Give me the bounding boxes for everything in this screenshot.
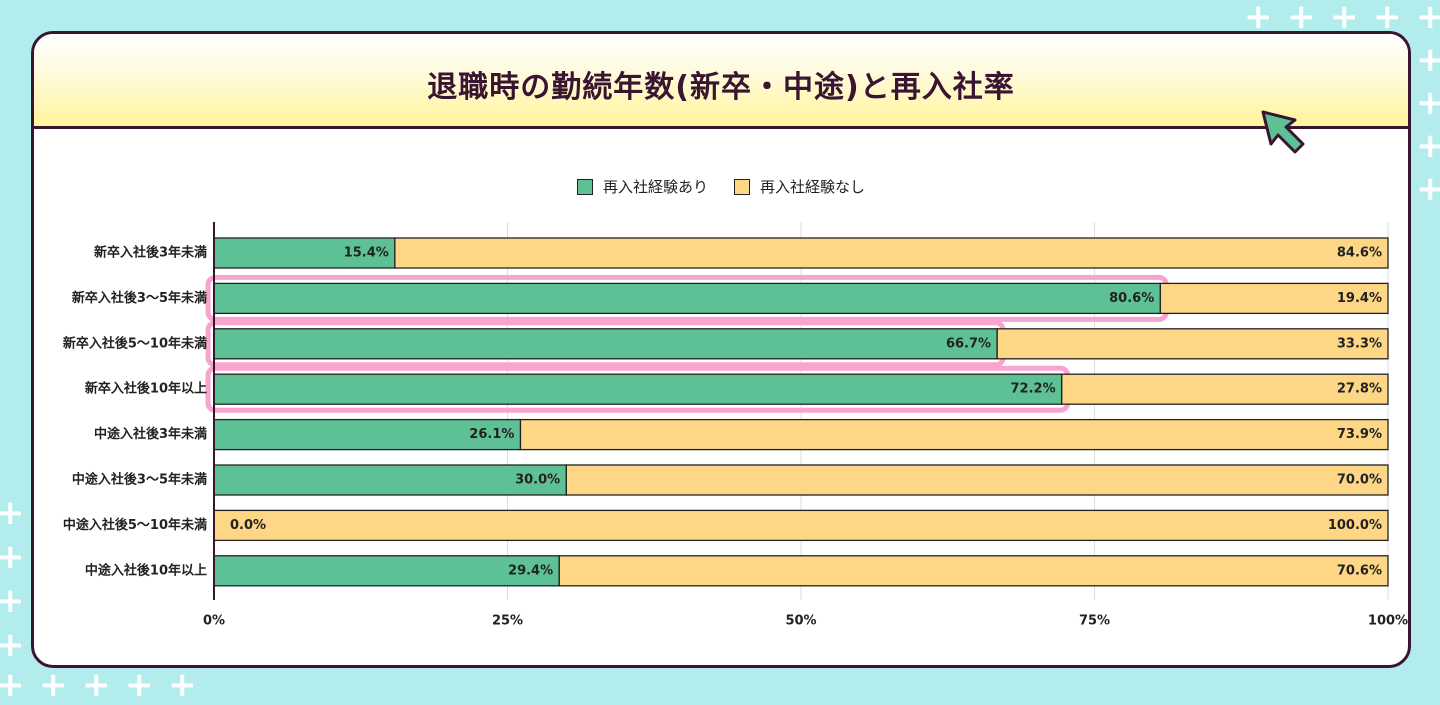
plus-icon: + [1416,83,1440,123]
data-label-not-rehired: 84.6% [1337,246,1382,261]
plus-icon: + [125,665,154,705]
plus-icon: + [1287,0,1316,37]
data-label-not-rehired: 100.0% [1328,518,1382,533]
plus-icon: + [1330,0,1359,37]
plus-icon: + [0,625,25,665]
plus-icon: + [1416,169,1440,209]
plus-icon: + [0,493,25,533]
category-label: 中途入社後10年以上 [85,562,207,578]
chart-legend: 再入社経験あり 再入社経験なし [34,176,1408,197]
data-label-not-rehired: 70.6% [1337,563,1382,578]
plus-icon: + [1416,0,1440,37]
plus-icon: + [0,581,25,621]
category-label: 新卒入社後10年以上 [85,381,207,397]
data-label-rehired: 15.4% [344,246,389,261]
plus-icon: + [1373,0,1402,37]
bar-not-rehired [1060,373,1389,405]
legend-swatch-rehired [576,178,593,195]
cursor-arrow-icon [1261,110,1305,154]
plus-icon: + [0,537,25,577]
plus-icon: + [82,665,111,705]
data-label-rehired: 26.1% [469,427,514,442]
bar-not-rehired [565,464,1389,496]
category-label: 新卒入社後3～5年未満 [72,290,207,306]
legend-label-rehired: 再入社経験あり [602,178,708,196]
category-label: 中途入社後3年未満 [94,426,207,442]
data-label-rehired: 72.2% [1011,382,1056,397]
plus-icon: + [1416,126,1440,166]
bar-rehired [213,373,1063,405]
legend-item-rehired: 再入社経験あり [576,176,708,197]
bar-not-rehired [394,237,1389,269]
chart-title: 退職時の勤続年数(新卒・中途)と再入社率 [427,70,1015,105]
bar-rehired [213,464,567,496]
data-label-not-rehired: 33.3% [1337,336,1382,351]
data-label-rehired: 66.7% [946,336,991,351]
legend-label-not-rehired: 再入社経験なし [760,178,866,196]
x-tick-label: 0% [203,614,225,629]
category-label: 新卒入社後3年未満 [94,245,207,261]
x-tick-label: 75% [1079,614,1110,629]
bar-rehired [213,328,998,360]
bar-rehired [213,282,1161,315]
category-label: 中途入社後3～5年未満 [72,472,207,488]
data-label-rehired: 29.4% [508,563,553,578]
plus-icon: + [0,665,25,705]
x-tick-label: 25% [492,614,523,629]
legend-swatch-not-rehired [734,178,750,195]
plus-icon: + [39,665,68,705]
data-label-rehired: 0.0% [230,518,266,533]
x-tick-label: 100% [1368,614,1408,629]
bar-rehired [213,237,396,269]
data-label-not-rehired: 19.4% [1337,291,1382,306]
data-label-not-rehired: 73.9% [1337,427,1382,442]
plus-icon: + [1416,40,1440,80]
data-label-not-rehired: 27.8% [1337,382,1382,397]
bar-not-rehired [558,555,1389,587]
data-label-rehired: 80.6% [1109,291,1154,306]
plus-icon: + [1244,0,1273,37]
card-header: 退職時の勤続年数(新卒・中途)と再入社率 [34,34,1408,154]
bar-not-rehired [213,509,1389,542]
x-tick-label: 50% [785,614,816,629]
plus-icon: + [168,665,197,705]
category-label: 中途入社後5～10年未満 [63,517,207,533]
data-label-rehired: 30.0% [515,473,560,488]
category-label: 新卒入社後5～10年未満 [63,335,207,351]
legend-item-not-rehired: 再入社経験なし [734,176,865,197]
bar-not-rehired [519,418,1389,451]
bar-not-rehired [996,328,1389,360]
data-label-not-rehired: 70.0% [1337,473,1382,488]
bar-rehired [213,418,522,451]
